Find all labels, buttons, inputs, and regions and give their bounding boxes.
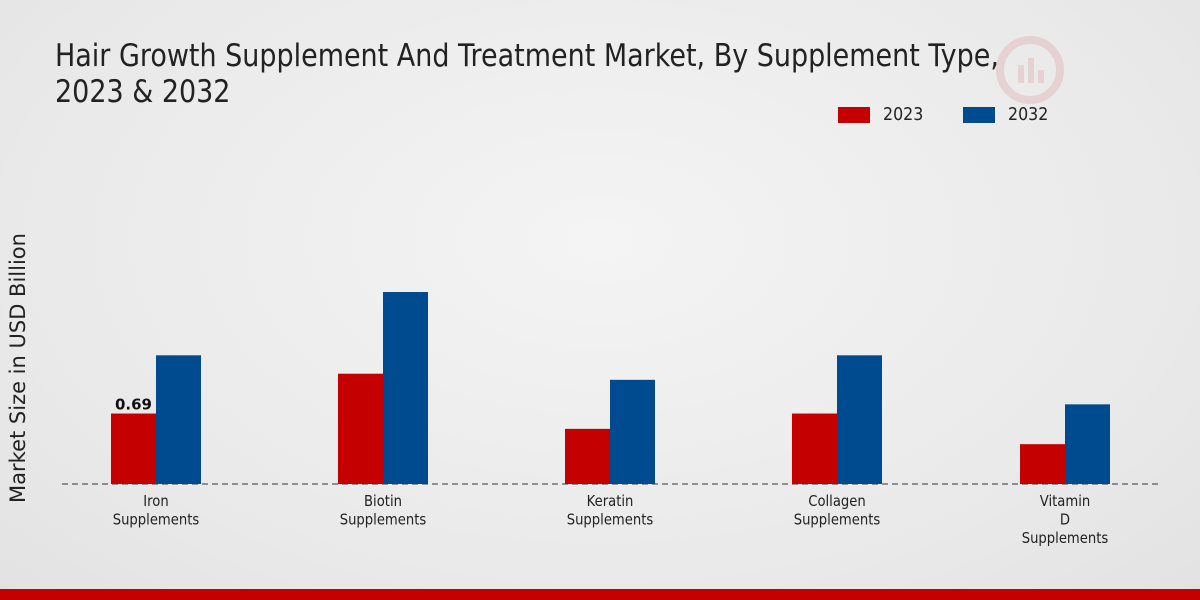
bar-2023-2 (565, 428, 610, 484)
x-tick-label-line: D (1060, 512, 1070, 529)
bottom-accent-bar (0, 589, 1200, 600)
x-tick-label: Biotin Supplements (340, 493, 427, 528)
watermark-logo (996, 36, 1064, 104)
x-tick-label-line: Supplements (113, 512, 200, 529)
data-label: 0.69 (115, 396, 152, 414)
x-tick-label: Keratin Supplements (567, 493, 654, 528)
bar-2023-0 (111, 413, 156, 484)
bar-2032-1 (383, 292, 428, 484)
bar-2023-1 (338, 373, 383, 484)
x-tick-label: Collagen Supplements (794, 493, 881, 528)
x-tick-label-line: Supplements (340, 512, 427, 529)
legend-label-2023: 2023 (883, 104, 924, 125)
bar-2023-3 (792, 413, 837, 484)
legend: 2023 2032 (838, 104, 1088, 125)
legend-swatch-2032 (962, 106, 995, 123)
chart-title: Hair Growth Supplement And Treatment Mar… (55, 38, 999, 110)
x-tick-label-line: Iron (143, 493, 168, 510)
x-tick-label-line: Supplements (794, 512, 881, 529)
legend-label-2032: 2032 (1007, 104, 1049, 125)
x-tick-label-line: Keratin (587, 493, 634, 510)
legend-item-2023: 2023 (838, 104, 929, 125)
bar-2023-4 (1020, 444, 1065, 484)
x-tick-label-line: Collagen (808, 493, 866, 510)
x-tick-label-line: Supplements (1022, 530, 1109, 547)
x-tick-label: Iron Supplements (113, 493, 200, 528)
x-tick-label-line: Biotin (364, 493, 402, 510)
bar-2032-0 (156, 355, 201, 484)
x-tick-label-line: Supplements (567, 512, 654, 529)
bar-2032-2 (610, 379, 655, 484)
x-tick-label-line: Vitamin (1040, 493, 1090, 510)
bar-2032-4 (1065, 404, 1110, 484)
x-tick-label: Vitamin D Supplements (1022, 493, 1109, 547)
legend-swatch-2023 (838, 106, 870, 123)
legend-item-2032: 2032 (962, 104, 1054, 125)
bar-2032-3 (837, 355, 882, 484)
